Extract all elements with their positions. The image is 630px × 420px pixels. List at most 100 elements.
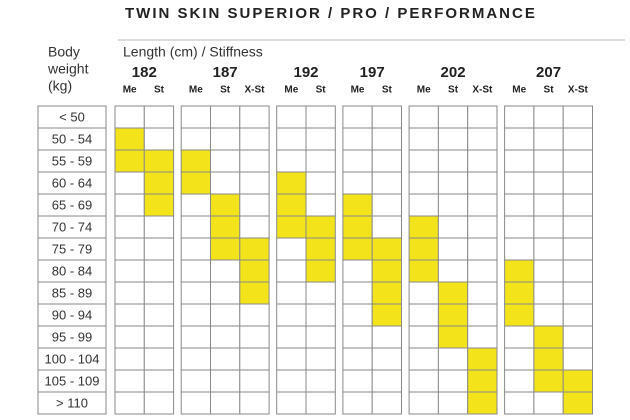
- table-cell: [239, 303, 270, 327]
- table-cell: [342, 215, 373, 239]
- stiffness-label: X-St: [472, 85, 493, 96]
- table-cell: [467, 303, 498, 327]
- table-cell: [239, 105, 270, 129]
- table-cell: [276, 193, 307, 217]
- table-cell: [210, 391, 241, 415]
- table-cell: [342, 347, 373, 371]
- table-cell: [210, 193, 241, 217]
- table-cell: [180, 325, 211, 349]
- table-cell: [371, 171, 403, 195]
- table-cell: [114, 347, 145, 371]
- table-cell: [305, 171, 336, 195]
- table-cell: [408, 259, 439, 283]
- table-cell: [143, 215, 175, 239]
- table-cell: [562, 281, 594, 305]
- table-cell: [305, 149, 336, 173]
- table-cell: [143, 303, 175, 327]
- table-cell: [114, 259, 145, 283]
- table-cell: [533, 149, 564, 173]
- table-cell: [504, 215, 535, 239]
- table-cell: [562, 325, 594, 349]
- table-cell: [143, 149, 175, 173]
- table-cell: [143, 369, 175, 393]
- table-cell: [467, 347, 498, 371]
- table-cell: [371, 303, 403, 327]
- table-cell: [305, 369, 336, 393]
- table-cell: [437, 127, 469, 151]
- table-cell: [371, 281, 403, 305]
- stiffness-label: Me: [189, 85, 203, 96]
- table-cell: [504, 347, 535, 371]
- table-cell: [408, 149, 439, 173]
- table-cell: [504, 193, 535, 217]
- table-cell: [180, 105, 211, 129]
- stiffness-label: Me: [351, 85, 365, 96]
- table-cell: [305, 391, 336, 415]
- table-cell: [562, 259, 594, 283]
- weight-label: 105 - 109: [45, 373, 100, 388]
- table-cell: [533, 127, 564, 151]
- table-cell: [504, 369, 535, 393]
- table-cell: [276, 281, 307, 305]
- table-cell: [437, 369, 469, 393]
- table-cell: [305, 127, 336, 151]
- table-cell: [504, 281, 535, 305]
- table-cell: [143, 171, 175, 195]
- table-cell: [342, 369, 373, 393]
- table-cell: [371, 347, 403, 371]
- row-header: weight: [47, 61, 89, 77]
- table-cell: [504, 391, 535, 415]
- table-cell: [239, 215, 270, 239]
- stiffness-label: St: [448, 85, 459, 96]
- table-cell: [467, 127, 498, 151]
- table-cell: [437, 303, 469, 327]
- table-cell: [408, 237, 439, 261]
- table-cell: [437, 215, 469, 239]
- table-cell: [342, 391, 373, 415]
- table-cell: [210, 171, 241, 195]
- table-cell: [239, 149, 270, 173]
- weight-cell: [37, 391, 107, 415]
- table-cell: [371, 325, 403, 349]
- table-cell: [305, 105, 336, 129]
- table-cell: [210, 303, 241, 327]
- weight-label: 70 - 74: [52, 219, 92, 234]
- table-cell: [342, 171, 373, 195]
- length-label: 182: [132, 64, 157, 81]
- table-cell: [180, 391, 211, 415]
- table-cell: [467, 391, 498, 415]
- stiffness-label: St: [220, 85, 231, 96]
- table-cell: [143, 193, 175, 217]
- table-cell: [143, 325, 175, 349]
- table-cell: [371, 369, 403, 393]
- table-cell: [533, 281, 564, 305]
- table-cell: [342, 105, 373, 129]
- table-cell: [180, 369, 211, 393]
- table-cell: [210, 105, 241, 129]
- table-cell: [114, 303, 145, 327]
- table-cell: [114, 237, 145, 261]
- table-cell: [305, 215, 336, 239]
- column-header: Length (cm) / Stiffness: [123, 44, 263, 60]
- table-cell: [239, 369, 270, 393]
- stiffness-label: Me: [417, 85, 431, 96]
- table-cell: [467, 105, 498, 129]
- title: TWIN SKIN SUPERIOR / PRO / PERFORMANCE: [125, 5, 537, 22]
- table-cell: [239, 391, 270, 415]
- table-cell: [143, 391, 175, 415]
- table-cell: [342, 259, 373, 283]
- table-cell: [533, 325, 564, 349]
- table-cell: [562, 193, 594, 217]
- table-cell: [467, 193, 498, 217]
- length-label: 207: [536, 64, 561, 81]
- table-cell: [143, 105, 175, 129]
- table-cell: [437, 149, 469, 173]
- table-cell: [305, 347, 336, 371]
- weight-label: 55 - 59: [52, 153, 92, 168]
- table-cell: [437, 325, 469, 349]
- stiffness-label: Me: [512, 85, 526, 96]
- table-cell: [467, 259, 498, 283]
- table-cell: [180, 259, 211, 283]
- table-cell: [143, 259, 175, 283]
- table-cell: [562, 171, 594, 195]
